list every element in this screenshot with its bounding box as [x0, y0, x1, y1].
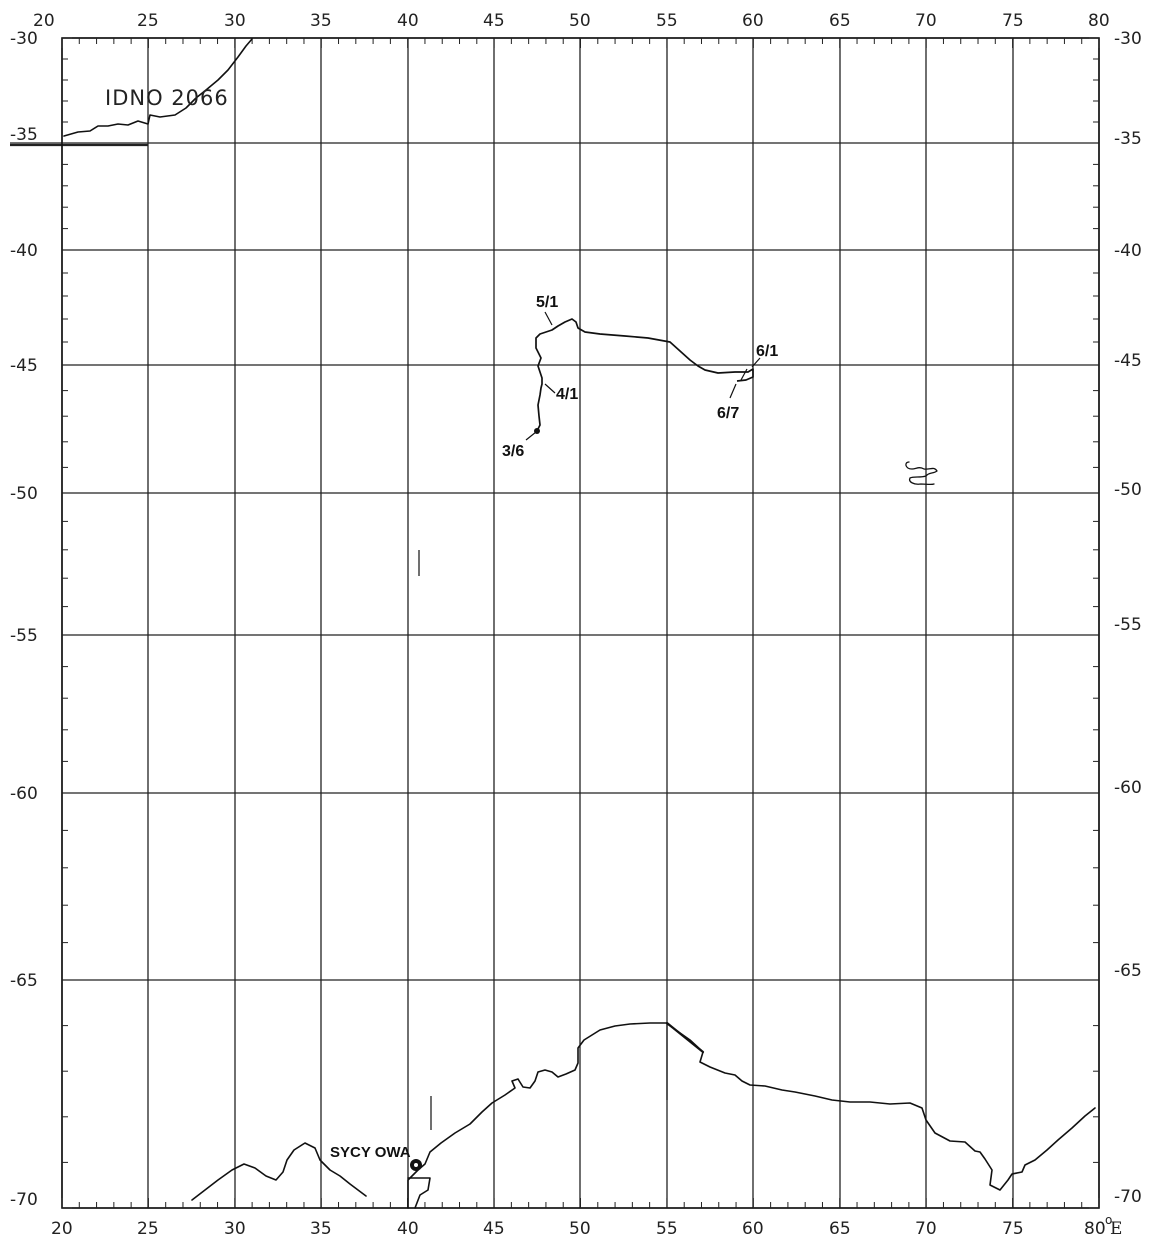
lon-label-top-30: 30	[224, 11, 246, 31]
leader-6-7	[729, 383, 737, 399]
lon-label-bottom-50: 50	[569, 1219, 591, 1239]
lon-label-bottom-65: 65	[829, 1219, 851, 1239]
lat-label-right-65: -65	[1114, 961, 1142, 981]
date-label-6-1: 6/1	[756, 343, 778, 360]
lon-label-top-75: 75	[1002, 11, 1024, 31]
station-label: SYCY OWA	[330, 1144, 411, 1161]
lat-label-right-60: -60	[1114, 778, 1142, 798]
lat-label-left-55: -55	[10, 626, 38, 646]
lon-label-bottom-45: 45	[483, 1219, 505, 1239]
lat-label-right-40: -40	[1114, 241, 1142, 261]
degree-symbol: o	[1105, 1213, 1112, 1227]
lon-label-top-50: 50	[569, 11, 591, 31]
lon-label-bottom-70: 70	[915, 1219, 937, 1239]
leader-5-1	[544, 311, 553, 326]
leader-4-1	[544, 383, 556, 394]
lon-label-top-60: 60	[742, 11, 764, 31]
lon-label-bottom-25: 25	[137, 1219, 159, 1239]
lon-label-bottom-40: 40	[397, 1219, 419, 1239]
date-label-3-6: 3/6	[502, 443, 524, 460]
bottom-longitude-labels: 20 25 30 35 40 45 50 55 60 65 70 75 80 E	[51, 1219, 1122, 1239]
lat-label-left-30: -30	[10, 29, 38, 49]
track-end-segment	[740, 368, 748, 381]
antarctica-coastline-east	[407, 1022, 1096, 1209]
lon-label-top-45: 45	[483, 11, 505, 31]
drift-track	[535, 318, 754, 432]
lat-label-left-70: -70	[10, 1190, 38, 1210]
left-latitude-labels: -30 -35 -40 -45 -50 -55 -60 -65 -70	[10, 29, 38, 1210]
lon-label-top-25: 25	[137, 11, 159, 31]
lat-label-right-55: -55	[1114, 615, 1142, 635]
lat-label-left-40: -40	[10, 241, 38, 261]
lon-label-bottom-30: 30	[224, 1219, 246, 1239]
lat-label-right-45: -45	[1114, 351, 1142, 371]
date-label-6-7: 6/7	[717, 405, 739, 422]
station-marker	[410, 1159, 422, 1171]
antarctica-coastline	[191, 1142, 367, 1201]
lon-label-bottom-35: 35	[310, 1219, 332, 1239]
minor-ticks	[61, 37, 1100, 1209]
map-title: IDNO 2066	[105, 86, 229, 110]
lat-label-right-50: -50	[1114, 480, 1142, 500]
right-latitude-labels: -30 -35 -40 -45 -50 -55 -60 -65 -70	[1114, 29, 1142, 1207]
lat-label-left-35: -35	[10, 125, 38, 145]
longitude-grid	[61, 38, 1100, 1208]
lat-label-right-30: -30	[1114, 29, 1142, 49]
africa-coastline	[63, 38, 253, 137]
date-label-4-1: 4/1	[556, 386, 578, 403]
lat-label-right-35: -35	[1114, 129, 1142, 149]
lat-label-left-50: -50	[10, 484, 38, 504]
lon-label-top-55: 55	[656, 11, 678, 31]
lon-label-bottom-55: 55	[656, 1219, 678, 1239]
date-label-5-1: 5/1	[536, 294, 558, 311]
island-outline	[905, 461, 938, 486]
lon-label-bottom-75: 75	[1002, 1219, 1024, 1239]
lon-label-bottom-80: 80	[1084, 1219, 1106, 1239]
lat-label-left-45: -45	[10, 356, 38, 376]
lon-label-top-40: 40	[397, 11, 419, 31]
lon-label-top-20: 20	[33, 11, 55, 31]
top-longitude-labels: 20 25 30 35 40 45 50 55 60 65 70 75 80	[33, 11, 1110, 31]
latitude-grid	[10, 37, 1099, 1209]
longitude-unit-label: E	[1110, 1219, 1122, 1239]
lon-label-bottom-60: 60	[742, 1219, 764, 1239]
lon-label-top-65: 65	[829, 11, 851, 31]
lon-label-top-70: 70	[915, 11, 937, 31]
lat-label-left-60: -60	[10, 784, 38, 804]
lon-label-bottom-20: 20	[51, 1219, 73, 1239]
leader-3-6	[525, 431, 537, 441]
leader-6-1	[751, 357, 761, 368]
lon-label-top-80: 80	[1088, 11, 1110, 31]
lat-label-left-65: -65	[10, 971, 38, 991]
lon-label-top-35: 35	[310, 11, 332, 31]
lat-label-right-70: -70	[1114, 1187, 1142, 1207]
